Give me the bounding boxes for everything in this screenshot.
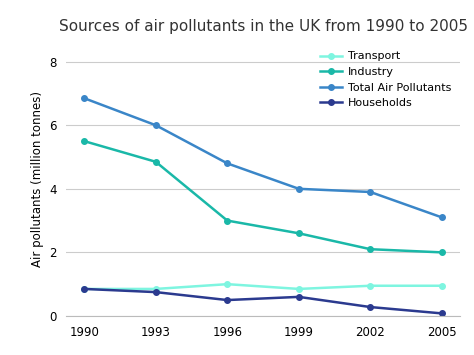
Y-axis label: Air pollutants (million tonnes): Air pollutants (million tonnes) — [31, 91, 44, 267]
Legend: Transport, Industry, Total Air Pollutants, Households: Transport, Industry, Total Air Pollutant… — [317, 48, 454, 111]
Total Air Pollutants — [296, 187, 301, 191]
Households — [153, 290, 159, 294]
Industry — [82, 139, 87, 143]
Transport — [296, 287, 301, 291]
Total Air Pollutants — [225, 161, 230, 165]
Industry — [296, 231, 301, 235]
Industry — [367, 247, 373, 251]
Transport — [153, 287, 159, 291]
Total Air Pollutants — [439, 215, 445, 219]
Industry — [439, 250, 445, 255]
Total Air Pollutants — [367, 190, 373, 194]
Line: Total Air Pollutants: Total Air Pollutants — [82, 95, 445, 220]
Households — [367, 305, 373, 309]
Households — [296, 295, 301, 299]
Transport — [367, 284, 373, 288]
Households — [439, 311, 445, 316]
Total Air Pollutants — [82, 96, 87, 100]
Households — [82, 287, 87, 291]
Total Air Pollutants — [153, 123, 159, 127]
Transport — [82, 287, 87, 291]
Industry — [153, 160, 159, 164]
Title: Sources of air pollutants in the UK from 1990 to 2005: Sources of air pollutants in the UK from… — [59, 20, 467, 34]
Line: Transport: Transport — [82, 282, 445, 292]
Line: Industry: Industry — [82, 138, 445, 255]
Households — [225, 298, 230, 302]
Transport — [439, 284, 445, 288]
Transport — [225, 282, 230, 286]
Line: Households: Households — [82, 286, 445, 316]
Industry — [225, 218, 230, 223]
